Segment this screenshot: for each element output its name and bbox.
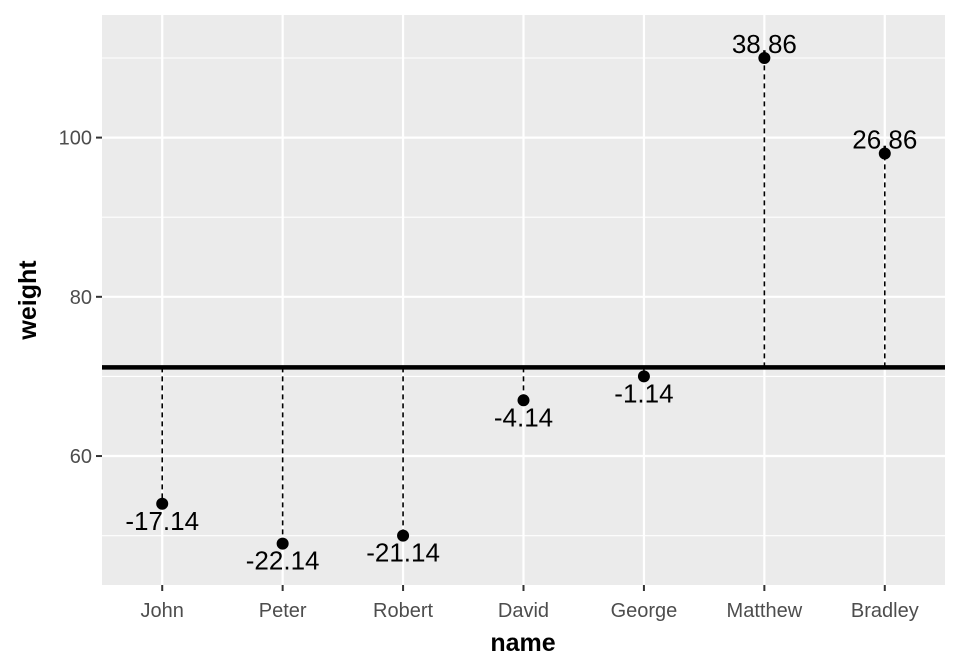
data-label: -21.14 [366, 538, 440, 568]
x-tick-label: Robert [373, 600, 433, 622]
data-label: 38.86 [732, 29, 797, 59]
data-label: 26.86 [852, 125, 917, 155]
x-tick-label: George [611, 600, 678, 622]
data-point [397, 529, 410, 542]
data-point [878, 147, 891, 160]
y-tick-label: 60 [70, 446, 92, 468]
x-tick-label: Peter [259, 600, 307, 622]
data-labels: -17.14 -22.14 -21.14 -4.14 -1.14 38.86 26.86 [125, 29, 917, 576]
data-label: -22.14 [246, 546, 320, 576]
y-axis-title: weight [14, 260, 42, 341]
x-tick-label: John [141, 600, 184, 622]
x-tick-label: Bradley [851, 600, 919, 622]
y-tick-label: 100 [59, 128, 92, 150]
x-tick-label: David [498, 600, 549, 622]
data-label: -1.14 [614, 378, 673, 408]
x-axis-title: name [490, 629, 555, 657]
data-point [156, 497, 169, 510]
data-point [758, 51, 771, 64]
y-axis: 60 80 100 [59, 128, 102, 468]
data-label: -17.14 [125, 506, 199, 536]
x-tick-label: Matthew [727, 600, 803, 622]
points [156, 51, 891, 550]
data-point [637, 370, 650, 383]
x-axis: John Peter Robert David George Matthew Bradley [141, 585, 919, 622]
data-point [517, 394, 530, 407]
data-point [276, 537, 289, 550]
data-label: -4.14 [494, 402, 553, 432]
y-tick-label: 80 [70, 287, 92, 309]
